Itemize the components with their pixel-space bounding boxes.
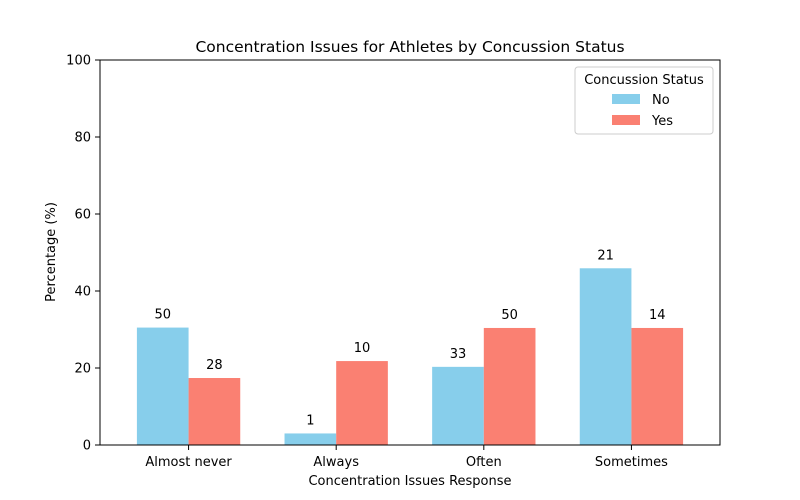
bar-yes-often xyxy=(483,327,536,445)
bar-yes-sometimes xyxy=(631,327,684,445)
legend-title: Concussion Status xyxy=(584,73,704,88)
x-axis-label: Concentration Issues Response xyxy=(308,474,511,489)
x-tick-label-almost-never: Almost never xyxy=(145,455,232,470)
legend-box xyxy=(574,66,714,135)
bar-label-yes-almost-never: 28 xyxy=(206,358,223,373)
y-tick-label-100: 100 xyxy=(66,54,91,69)
bar-no-always xyxy=(284,433,337,445)
legend-label-no: No xyxy=(652,93,670,108)
bar-label-yes-often: 50 xyxy=(501,308,518,323)
bar-no-almost-never xyxy=(136,327,189,445)
bar-label-no-always: 1 xyxy=(306,413,314,428)
x-axis: Almost never Always Often Sometimes xyxy=(145,445,668,470)
x-tick-label-always: Always xyxy=(313,455,359,470)
bar-labels-layer: 50 1 33 21 28 10 50 14 xyxy=(154,248,665,428)
y-tick-label-60: 60 xyxy=(74,208,91,223)
x-tick-label-sometimes: Sometimes xyxy=(595,455,668,470)
y-tick-label-0: 0 xyxy=(83,439,91,454)
y-tick-label-40: 40 xyxy=(74,285,91,300)
bar-no-often xyxy=(432,366,484,445)
legend-swatch-no xyxy=(612,94,640,104)
bar-yes-almost-never xyxy=(188,378,241,445)
y-tick-label-20: 20 xyxy=(74,362,91,377)
legend-label-yes: Yes xyxy=(651,114,673,129)
y-tick-label-80: 80 xyxy=(74,131,91,146)
y-axis-label: Percentage (%) xyxy=(44,202,59,302)
legend-swatch-yes xyxy=(612,115,640,125)
bar-label-no-almost-never: 50 xyxy=(154,308,171,323)
bar-label-no-sometimes: 21 xyxy=(597,248,614,263)
plot-frame xyxy=(99,59,721,446)
bars-layer xyxy=(136,268,684,445)
bar-yes-always xyxy=(336,361,388,445)
y-axis: 0 20 40 60 80 100 xyxy=(66,54,100,454)
bar-label-no-often: 33 xyxy=(450,347,467,362)
bar-no-sometimes xyxy=(579,268,632,445)
legend: Concussion Status No Yes xyxy=(574,66,714,135)
chart-title: Concentration Issues for Athletes by Con… xyxy=(195,38,624,56)
bar-label-yes-sometimes: 14 xyxy=(649,308,666,323)
bar-label-yes-always: 10 xyxy=(354,341,371,356)
x-tick-label-often: Often xyxy=(466,455,502,470)
